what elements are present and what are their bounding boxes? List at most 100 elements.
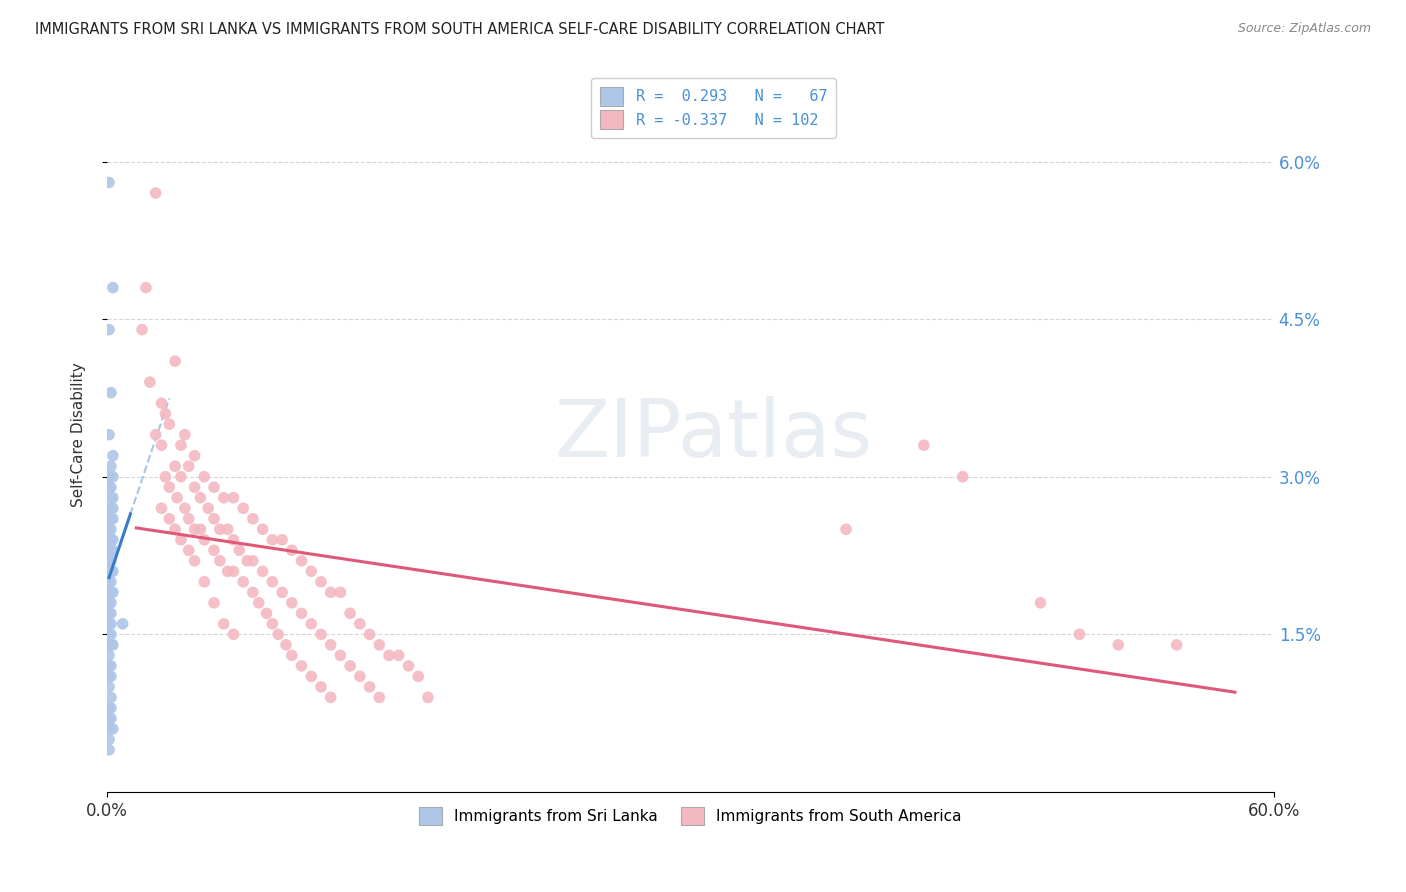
Point <box>193 469 215 483</box>
Point <box>166 491 188 505</box>
Point <box>98 607 121 621</box>
Point <box>252 564 274 578</box>
Point <box>98 564 121 578</box>
Point <box>197 501 219 516</box>
Point <box>98 596 121 610</box>
Point <box>359 627 381 641</box>
Point <box>165 354 187 368</box>
Point <box>319 690 342 705</box>
Point <box>228 543 250 558</box>
Point <box>98 658 121 673</box>
Point <box>368 638 391 652</box>
Point <box>98 323 121 337</box>
Point <box>100 554 122 568</box>
Point <box>271 585 294 599</box>
Point <box>98 616 121 631</box>
Point <box>256 607 278 621</box>
Point <box>378 648 401 663</box>
Point <box>101 564 124 578</box>
Point <box>290 607 312 621</box>
Point <box>100 690 122 705</box>
Point <box>101 722 124 736</box>
Point <box>101 280 124 294</box>
Point <box>98 596 121 610</box>
Point <box>329 648 352 663</box>
Point <box>100 669 122 683</box>
Point <box>111 616 134 631</box>
Point <box>319 585 342 599</box>
Point <box>100 658 122 673</box>
Point <box>388 648 411 663</box>
Point <box>101 469 124 483</box>
Point <box>1029 596 1052 610</box>
Point <box>222 564 245 578</box>
Point <box>190 491 212 505</box>
Point <box>173 501 195 516</box>
Point <box>193 533 215 547</box>
Point <box>100 491 122 505</box>
Point <box>183 480 205 494</box>
Point <box>247 596 270 610</box>
Point <box>98 522 121 536</box>
Point <box>1166 638 1188 652</box>
Point <box>319 638 342 652</box>
Point <box>299 616 322 631</box>
Point <box>101 533 124 547</box>
Point <box>98 533 121 547</box>
Point <box>98 669 121 683</box>
Point <box>100 459 122 474</box>
Point <box>170 533 193 547</box>
Point <box>262 616 284 631</box>
Point <box>232 574 254 589</box>
Point <box>173 427 195 442</box>
Point <box>100 564 122 578</box>
Point <box>252 522 274 536</box>
Y-axis label: Self-Care Disability: Self-Care Disability <box>72 362 86 507</box>
Point <box>202 543 225 558</box>
Point <box>100 522 122 536</box>
Point <box>281 596 304 610</box>
Legend: Immigrants from Sri Lanka, Immigrants from South America: Immigrants from Sri Lanka, Immigrants fr… <box>411 797 972 834</box>
Point <box>262 574 284 589</box>
Point <box>100 638 122 652</box>
Point <box>217 522 239 536</box>
Point <box>100 616 122 631</box>
Point <box>101 501 124 516</box>
Point <box>359 680 381 694</box>
Point <box>183 449 205 463</box>
Point <box>98 480 121 494</box>
Point <box>177 459 200 474</box>
Point <box>98 732 121 747</box>
Point <box>212 616 235 631</box>
Point <box>100 585 122 599</box>
Point <box>309 627 332 641</box>
Point <box>232 501 254 516</box>
Point <box>274 638 297 652</box>
Point <box>183 554 205 568</box>
Point <box>236 554 259 568</box>
Point <box>98 543 121 558</box>
Point <box>135 280 157 294</box>
Point <box>349 669 371 683</box>
Point <box>155 407 177 421</box>
Point <box>309 680 332 694</box>
Point <box>100 596 122 610</box>
Point <box>101 449 124 463</box>
Point <box>100 533 122 547</box>
Point <box>202 596 225 610</box>
Point <box>131 323 153 337</box>
Point <box>262 533 284 547</box>
Point <box>98 427 121 442</box>
Point <box>98 648 121 663</box>
Point <box>368 690 391 705</box>
Point <box>98 701 121 715</box>
Point <box>100 543 122 558</box>
Point <box>193 574 215 589</box>
Point <box>177 543 200 558</box>
Text: ZIPatlas: ZIPatlas <box>555 396 873 474</box>
Point <box>101 491 124 505</box>
Point <box>100 574 122 589</box>
Text: IMMIGRANTS FROM SRI LANKA VS IMMIGRANTS FROM SOUTH AMERICA SELF-CARE DISABILITY : IMMIGRANTS FROM SRI LANKA VS IMMIGRANTS … <box>35 22 884 37</box>
Point <box>98 585 121 599</box>
Point <box>242 512 264 526</box>
